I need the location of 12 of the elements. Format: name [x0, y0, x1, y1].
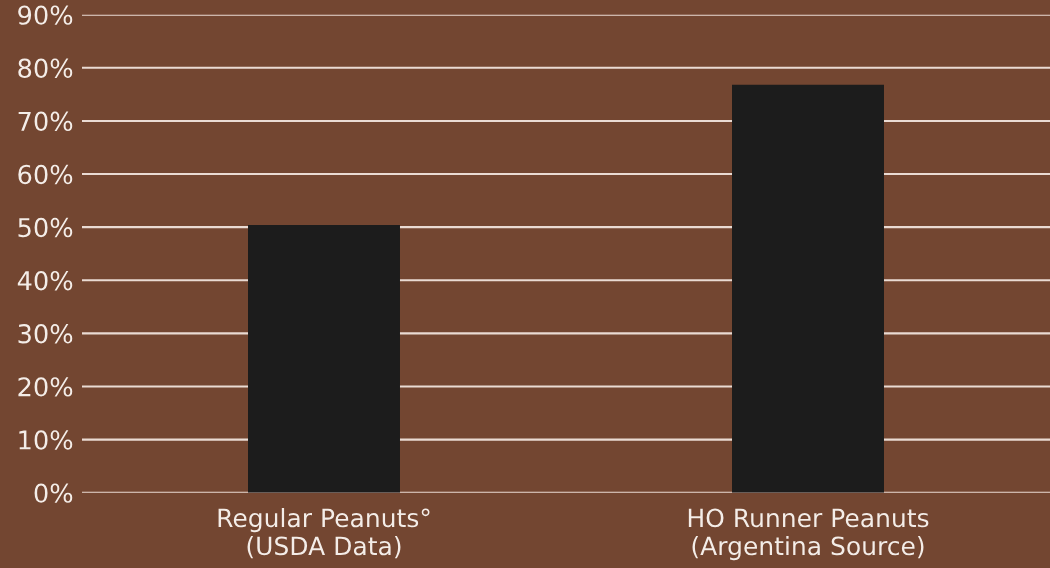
y-tick-label: 20%	[18, 377, 73, 397]
y-tick-label: 60%	[18, 164, 73, 185]
x-tick-label: Regular Peanuts° (USDA Data)	[218, 507, 430, 559]
y-tick-label: 0%	[34, 483, 73, 503]
x-tick-label: HO Runner Peanuts (Argentina Source)	[688, 508, 929, 561]
y-tick-label: 40%	[17, 270, 73, 291]
y-tick-label: 50%	[18, 217, 73, 238]
y-tick-label: 80%	[18, 58, 73, 78]
y-tick-label: 70%	[18, 111, 73, 132]
y-tick-label: 90%	[18, 5, 73, 25]
y-tick-label: 10%	[19, 430, 73, 450]
y-tick-label: 30%	[18, 324, 73, 344]
